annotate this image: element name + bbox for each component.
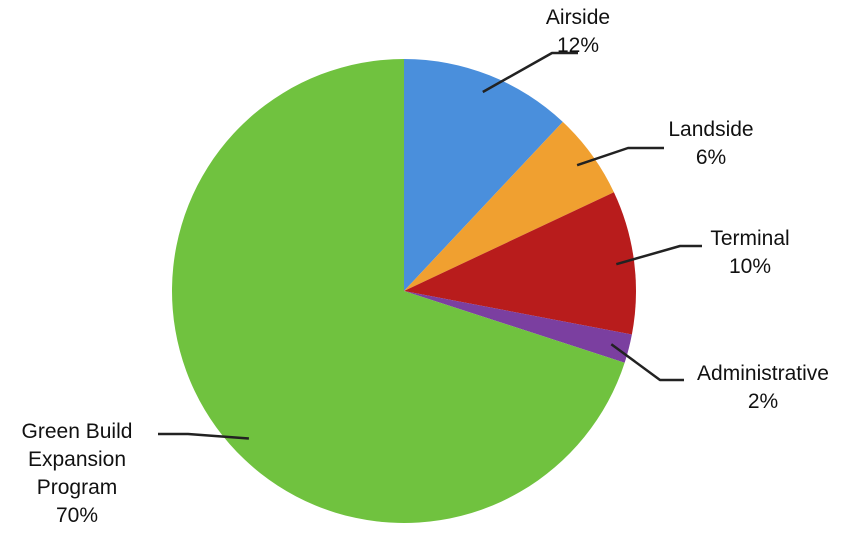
pie-slice-administrative [404, 291, 632, 363]
slice-label-landside: Landside 6% [668, 118, 753, 169]
leader-line-administrative [610, 343, 684, 382]
slice-name-green-build-expansion-program: Green Build [22, 420, 133, 443]
pie-slices [172, 59, 636, 523]
slice-name-green-build-expansion-program: Program [37, 476, 118, 499]
pie-slice-airside [404, 59, 563, 291]
slice-label-airside: Airside 12% [546, 6, 610, 57]
leader-lines [158, 51, 702, 440]
slice-labels: Airside 12% Landside 6% Terminal 10% Administr… [22, 6, 829, 527]
slice-name-landside: Landside [668, 118, 753, 141]
slice-percent-airside: 12% [557, 34, 599, 57]
slice-name-terminal: Terminal [710, 227, 789, 250]
leader-line-green-build-expansion-program [158, 432, 249, 440]
slice-percent-landside: 6% [696, 146, 726, 169]
slice-percent-terminal: 10% [729, 255, 771, 278]
pie-slice-green-build-expansion-program [172, 59, 625, 523]
slice-label-administrative: Administrative 2% [697, 362, 829, 413]
slice-name-airside: Airside [546, 6, 610, 29]
pie-slice-landside [404, 121, 614, 291]
slice-label-green-build-expansion-program: Green Build Expansion Program 70% [22, 420, 133, 527]
slice-label-terminal: Terminal 10% [710, 227, 789, 278]
slice-percent-administrative: 2% [748, 390, 778, 413]
leader-line-terminal [615, 244, 702, 266]
pie-slice-terminal [404, 192, 636, 335]
leader-line-landside [576, 146, 664, 167]
slice-name-green-build-expansion-program: Expansion [28, 448, 126, 471]
slice-percent-green-build-expansion-program: 70% [56, 504, 98, 527]
slice-name-administrative: Administrative [697, 362, 829, 385]
leader-line-airside [482, 51, 578, 94]
